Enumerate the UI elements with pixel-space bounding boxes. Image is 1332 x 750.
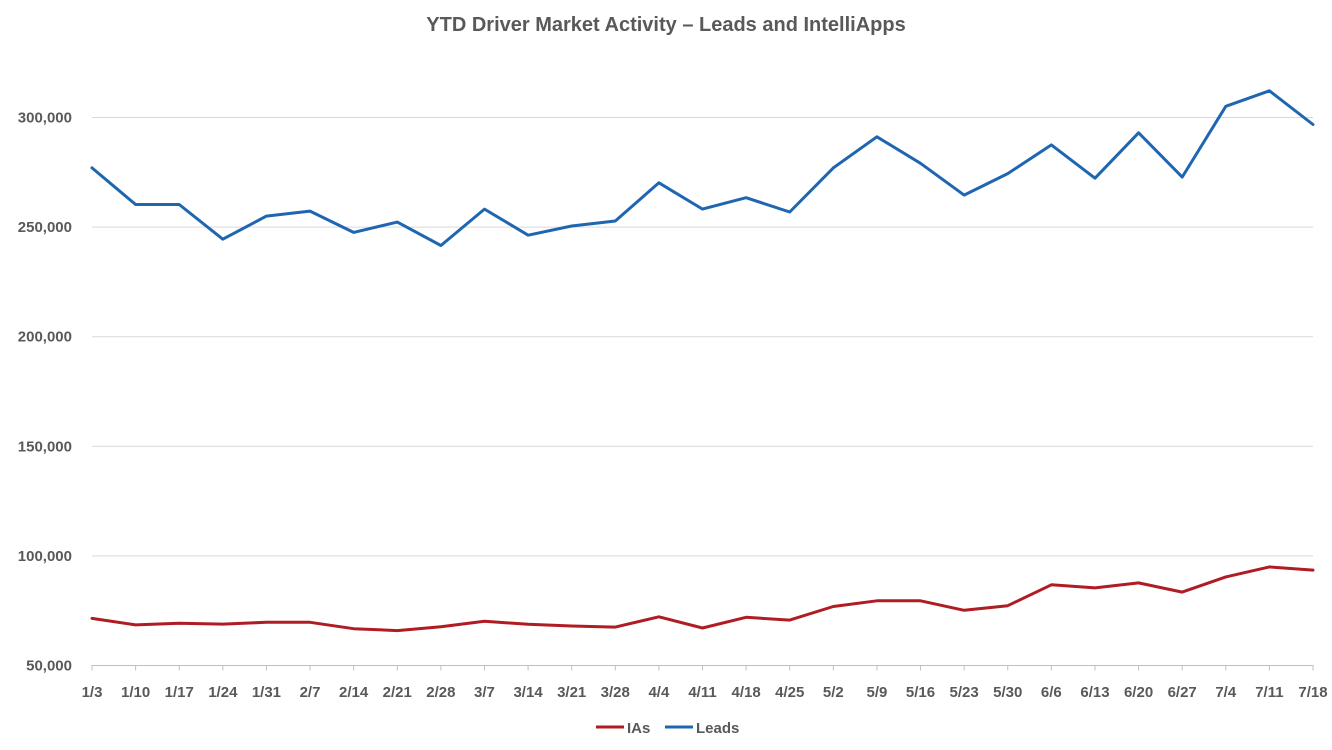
x-tick-label: 5/16 [906,684,935,701]
y-tick-label: 100,000 [18,548,72,565]
legend: IAs Leads [596,720,739,737]
series-line-leads [90,89,1315,247]
x-tick-label: 7/18 [1298,684,1327,701]
x-tick-label: 7/4 [1215,684,1237,701]
x-tick-label: 2/28 [426,684,455,701]
x-tick-label: 5/2 [823,684,844,701]
x-tick-label: 6/27 [1168,684,1197,701]
x-tick-label: 3/14 [513,684,543,701]
x-tick-label: 5/30 [993,684,1022,701]
x-tick-label: 5/9 [866,684,887,701]
x-axis: 1/3 1/10 1/17 1/24 1/31 2/7 2/14 2/21 2/28 3/7 3/1… [82,665,1328,701]
x-tick-label: 1/31 [252,684,281,701]
chart-title: YTD Driver Market Activity – Leads and I… [426,14,906,36]
x-tick-label: 4/18 [732,684,761,701]
x-tick-label: 2/7 [300,684,321,701]
y-tick-label: 150,000 [18,438,72,455]
y-tick-label: 200,000 [18,329,72,346]
legend-label-ias: IAs [627,720,650,737]
y-tick-label: 300,000 [18,110,72,127]
x-tick-label: 1/17 [165,684,194,701]
x-tick-label: 4/4 [648,684,670,701]
x-tick-label: 4/25 [775,684,804,701]
gridlines [92,117,1313,557]
y-tick-label: 250,000 [18,219,72,236]
x-tick-label: 2/14 [339,684,369,701]
x-tick-label: 1/3 [82,684,103,701]
x-tick-label: 3/7 [474,684,495,701]
x-tick-label: 6/13 [1080,684,1109,701]
x-tick-label: 2/21 [383,684,412,701]
x-tick-label: 4/11 [688,684,716,701]
x-tick-label: 6/20 [1124,684,1153,701]
x-tick-label: 5/23 [950,684,979,701]
x-tick-label: 7/11 [1255,684,1283,701]
y-tick-label: 50,000 [26,658,72,675]
x-tick-label: 3/28 [601,684,630,701]
legend-label-leads: Leads [696,720,739,737]
x-tick-label: 3/21 [557,684,586,701]
series-line-ias [90,565,1315,633]
x-tick-label: 1/10 [121,684,150,701]
x-tick-label: 6/6 [1041,684,1062,701]
y-axis: 50,000 100,000 150,000 200,000 250,000 300,00… [18,110,72,675]
x-tick-label: 1/24 [208,684,238,701]
